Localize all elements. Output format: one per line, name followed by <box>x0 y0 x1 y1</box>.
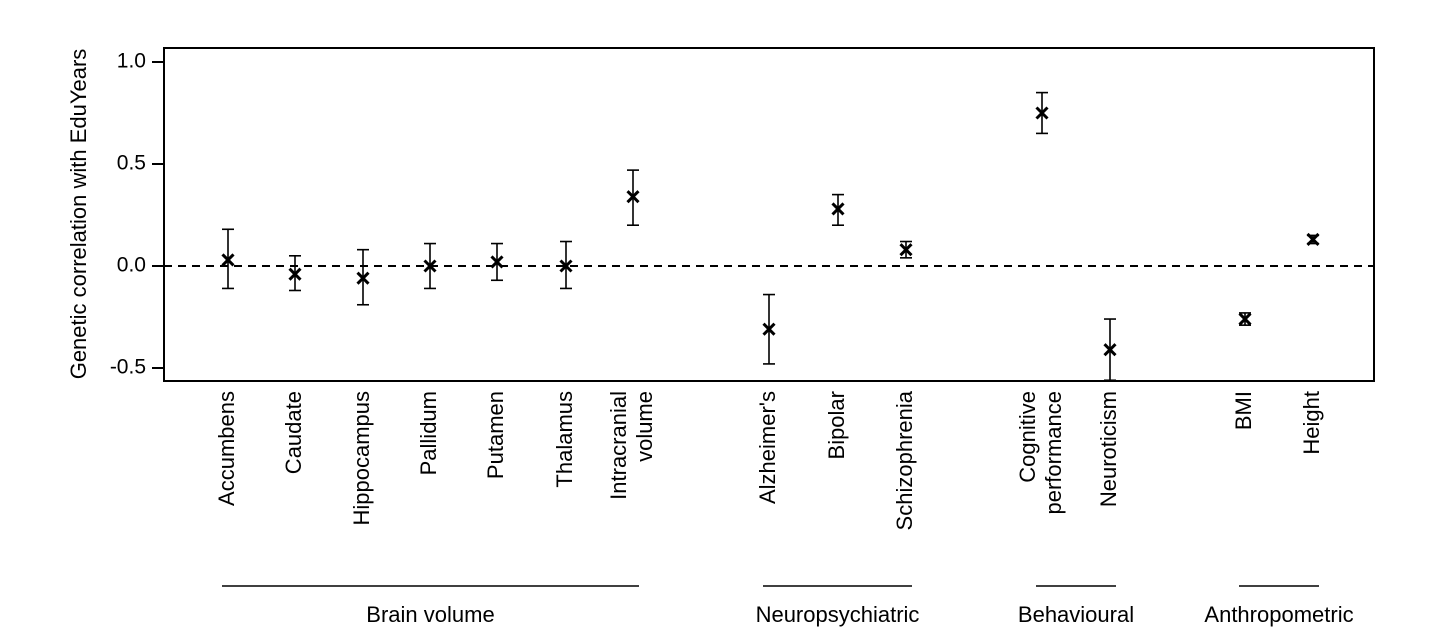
data-point <box>1035 91 1049 135</box>
point-marker <box>1238 312 1252 326</box>
y-tick-label: -0.5 <box>110 356 146 379</box>
group: Anthropometric <box>1204 585 1354 627</box>
data-point <box>288 255 302 292</box>
category-label-line: Height <box>1299 391 1324 455</box>
category-label-line: Pallidum <box>416 391 441 475</box>
point-marker <box>626 190 640 204</box>
data-point <box>762 293 776 365</box>
category-label-line: Bipolar <box>824 391 849 459</box>
category-label: Thalamus <box>552 391 577 488</box>
category-label: Accumbens <box>214 391 239 506</box>
data-point <box>831 193 845 226</box>
category-label: Cognitive performance <box>1015 391 1066 515</box>
y-axis: -0.5 0.0 0.5 1.0 <box>110 50 164 379</box>
point-marker <box>899 243 913 257</box>
data-point <box>423 242 437 290</box>
group: Neuropsychiatric <box>756 585 920 627</box>
category-label-line: volume <box>632 391 657 462</box>
data-point <box>1238 312 1252 326</box>
category-label-line: Thalamus <box>552 391 577 488</box>
category-label-line: Putamen <box>483 391 508 479</box>
category-label: Neuroticism <box>1096 391 1121 507</box>
category-label-line: Caudate <box>281 391 306 474</box>
y-axis-label: Genetic correlation with EduYears <box>66 49 91 380</box>
data-point <box>1103 318 1117 382</box>
point-marker <box>762 322 776 336</box>
category-label-line: Accumbens <box>214 391 239 506</box>
category-label-line: Intracranial <box>606 391 631 500</box>
category-label-line: Cognitive <box>1015 391 1040 483</box>
point-marker <box>1035 106 1049 120</box>
category-label-line: BMI <box>1231 391 1256 430</box>
category-label: Putamen <box>483 391 508 479</box>
category-label: Hippocampus <box>349 391 374 526</box>
group-labels: Brain volume Neuropsychiatric Behavioural A… <box>222 585 1354 627</box>
group-label: Neuropsychiatric <box>756 602 920 627</box>
category-label: Pallidum <box>416 391 441 475</box>
data-point <box>899 240 913 259</box>
y-tick-label: 1.0 <box>117 50 146 73</box>
category-label-line: Alzheimer's <box>755 391 780 504</box>
data-point <box>490 242 504 282</box>
data-point <box>626 169 640 226</box>
point-marker <box>288 267 302 281</box>
category-label-line: Schizophrenia <box>892 390 917 530</box>
category-label-line: Neuroticism <box>1096 391 1121 507</box>
point-marker <box>221 253 235 267</box>
point-marker <box>423 259 437 273</box>
y-tick-label: 0.5 <box>117 152 146 175</box>
data-point <box>1306 232 1320 247</box>
point-marker <box>1103 343 1117 357</box>
point-marker <box>356 271 370 285</box>
category-label: Bipolar <box>824 391 849 459</box>
category-label-line: Hippocampus <box>349 391 374 526</box>
data-point <box>559 240 573 290</box>
category-label: Alzheimer's <box>755 391 780 504</box>
group-label: Behavioural <box>1018 602 1134 627</box>
category-label: Height <box>1299 391 1324 455</box>
category-labels: Accumbens Caudate Hippocampus Pallidum Putam… <box>214 390 1324 530</box>
data-point <box>221 228 235 290</box>
category-label: Intracranial volume <box>606 391 657 500</box>
category-label: Caudate <box>281 391 306 474</box>
category-label: Schizophrenia <box>892 390 917 530</box>
point-marker <box>559 259 573 273</box>
y-tick-label: 0.0 <box>117 254 146 277</box>
group: Behavioural <box>1018 585 1134 627</box>
group-label: Brain volume <box>366 602 494 627</box>
point-marker <box>490 255 504 269</box>
point-marker <box>1306 232 1320 247</box>
category-label-line: performance <box>1041 391 1066 515</box>
data-point <box>356 248 370 306</box>
category-label: BMI <box>1231 391 1256 430</box>
group-label: Anthropometric <box>1204 602 1353 627</box>
data-points <box>221 91 1320 382</box>
group: Brain volume <box>222 585 639 627</box>
point-marker <box>831 202 845 216</box>
